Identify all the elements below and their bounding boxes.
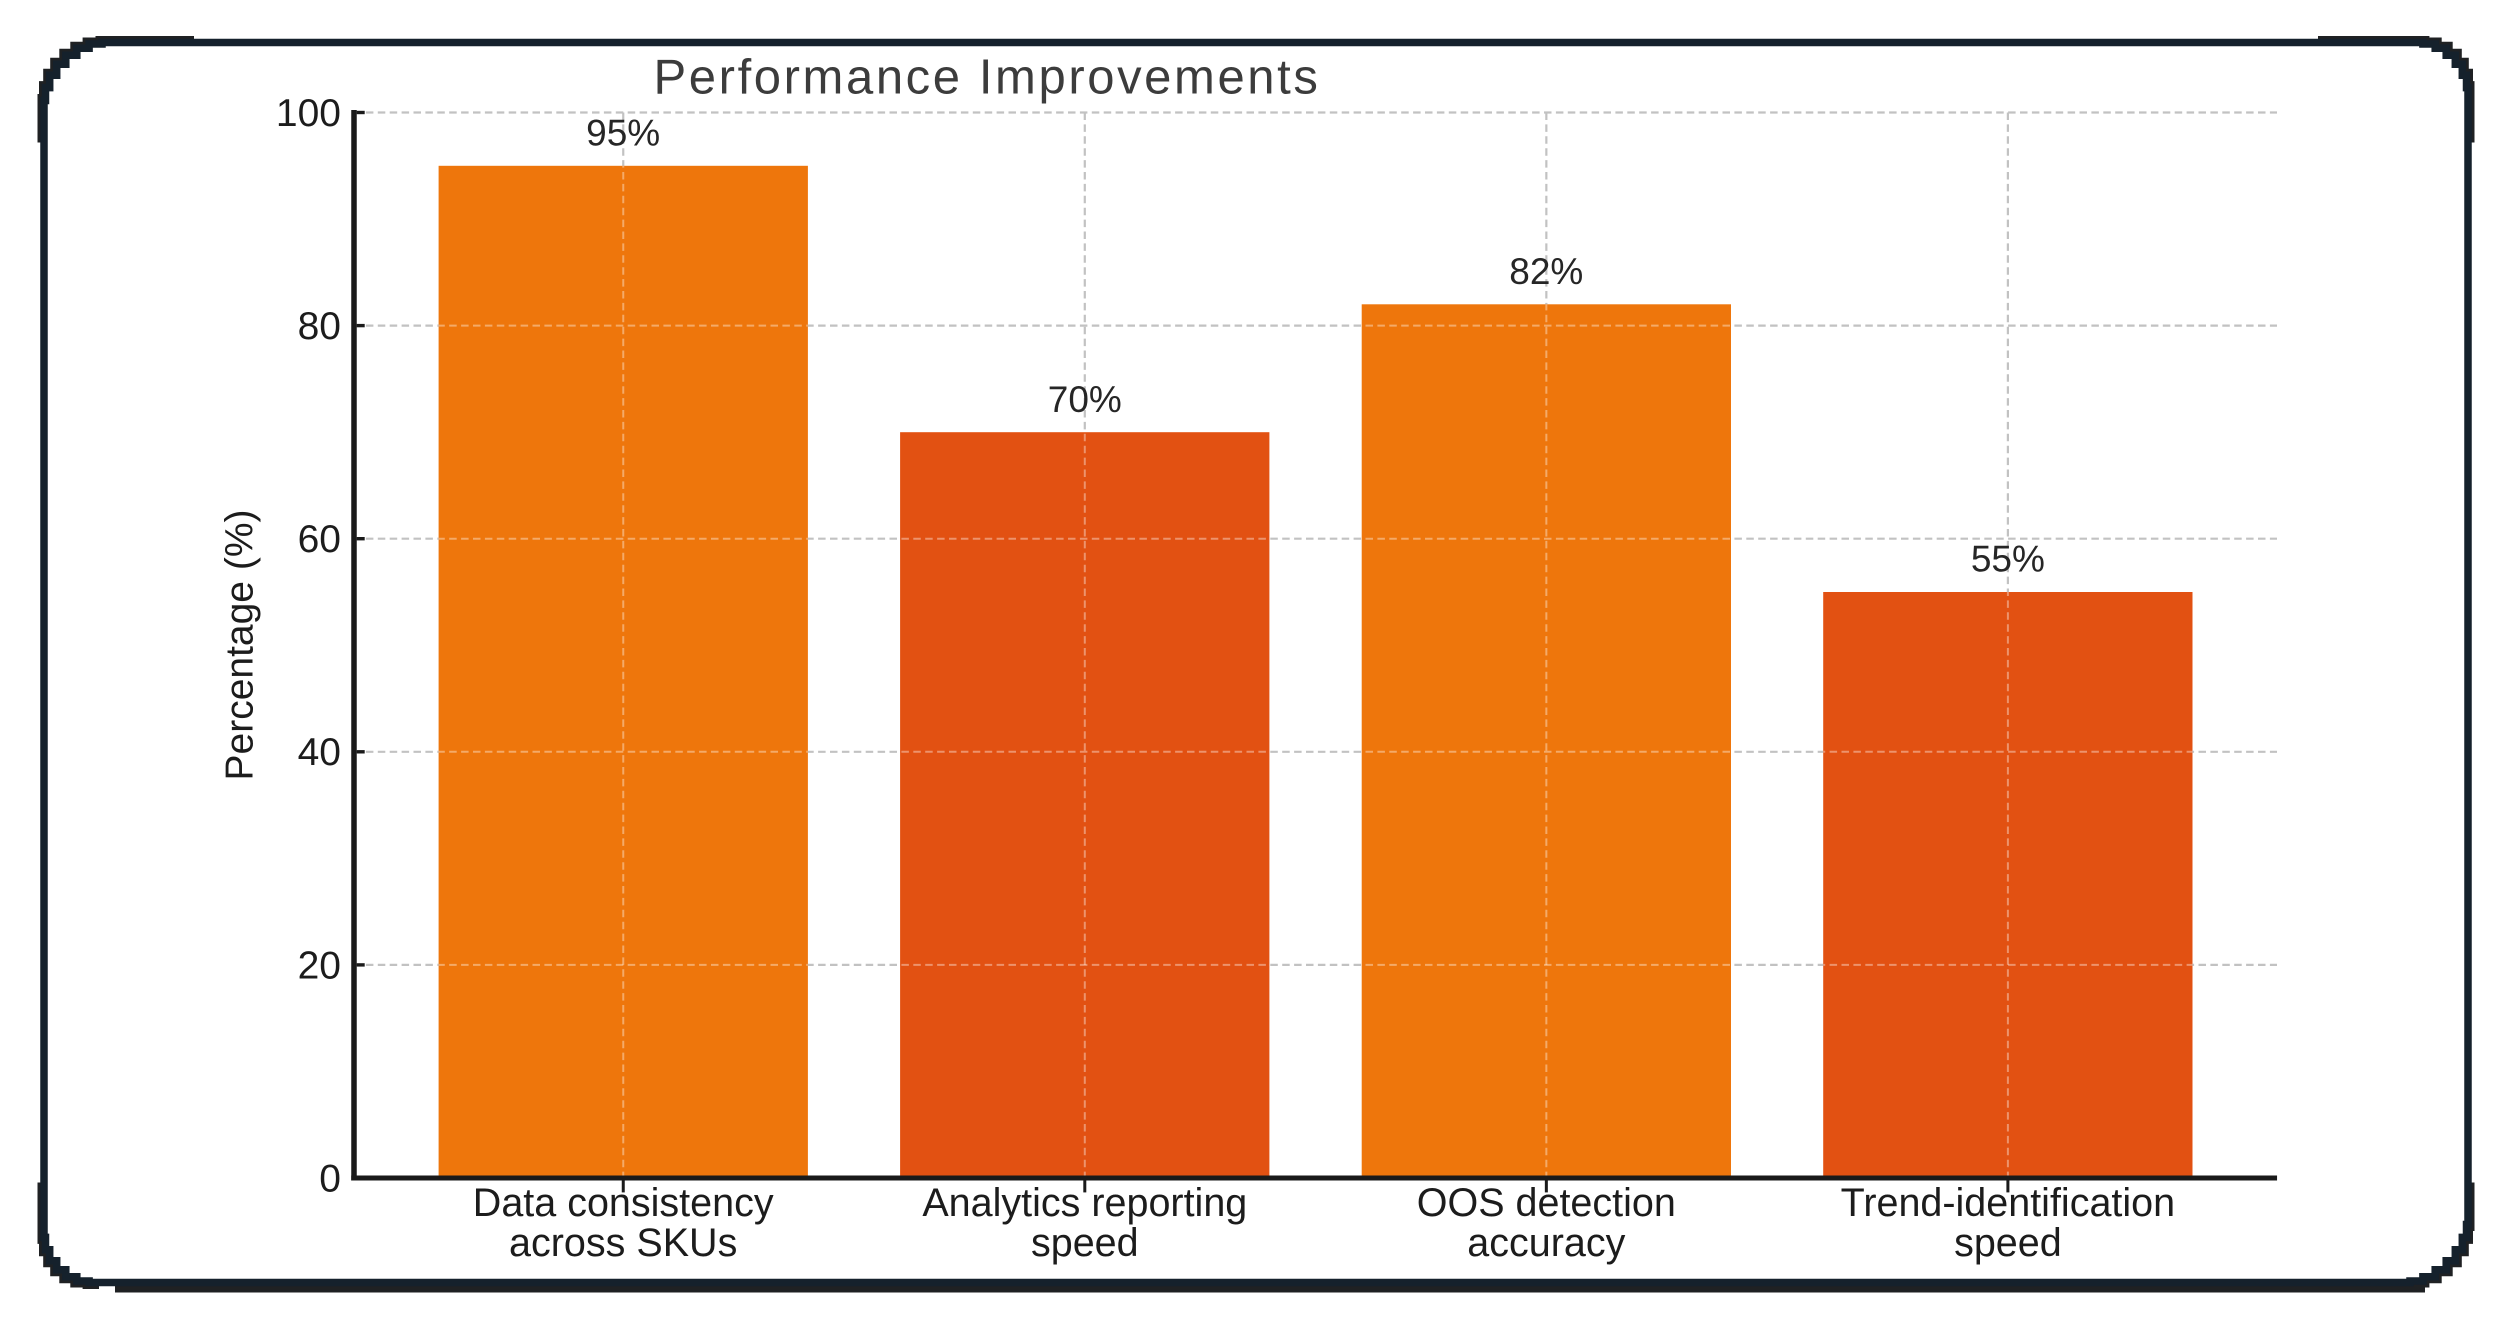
- svg-text:across SKUs: across SKUs: [509, 1221, 737, 1265]
- svg-text:40: 40: [298, 731, 341, 774]
- svg-text:55%: 55%: [1971, 539, 2045, 580]
- svg-text:Data consistency: Data consistency: [473, 1181, 774, 1225]
- svg-text:OOS detection: OOS detection: [1417, 1181, 1676, 1225]
- svg-text:Percentage (%): Percentage (%): [219, 510, 262, 781]
- svg-text:80: 80: [298, 305, 341, 348]
- svg-text:100: 100: [276, 92, 341, 135]
- svg-text:accuracy: accuracy: [1467, 1221, 1625, 1265]
- svg-text:Performance Improvements: Performance Improvements: [654, 51, 1321, 105]
- svg-text:Analytics reporting: Analytics reporting: [922, 1181, 1247, 1225]
- svg-text:82%: 82%: [1509, 251, 1583, 292]
- svg-text:Trend-identification: Trend-identification: [1841, 1181, 2175, 1225]
- svg-text:speed: speed: [1031, 1221, 1139, 1265]
- svg-text:20: 20: [298, 944, 341, 987]
- svg-text:60: 60: [298, 518, 341, 561]
- svg-text:95%: 95%: [586, 113, 660, 154]
- svg-text:70%: 70%: [1048, 379, 1122, 420]
- svg-text:0: 0: [319, 1157, 341, 1200]
- svg-text:speed: speed: [1954, 1221, 2062, 1265]
